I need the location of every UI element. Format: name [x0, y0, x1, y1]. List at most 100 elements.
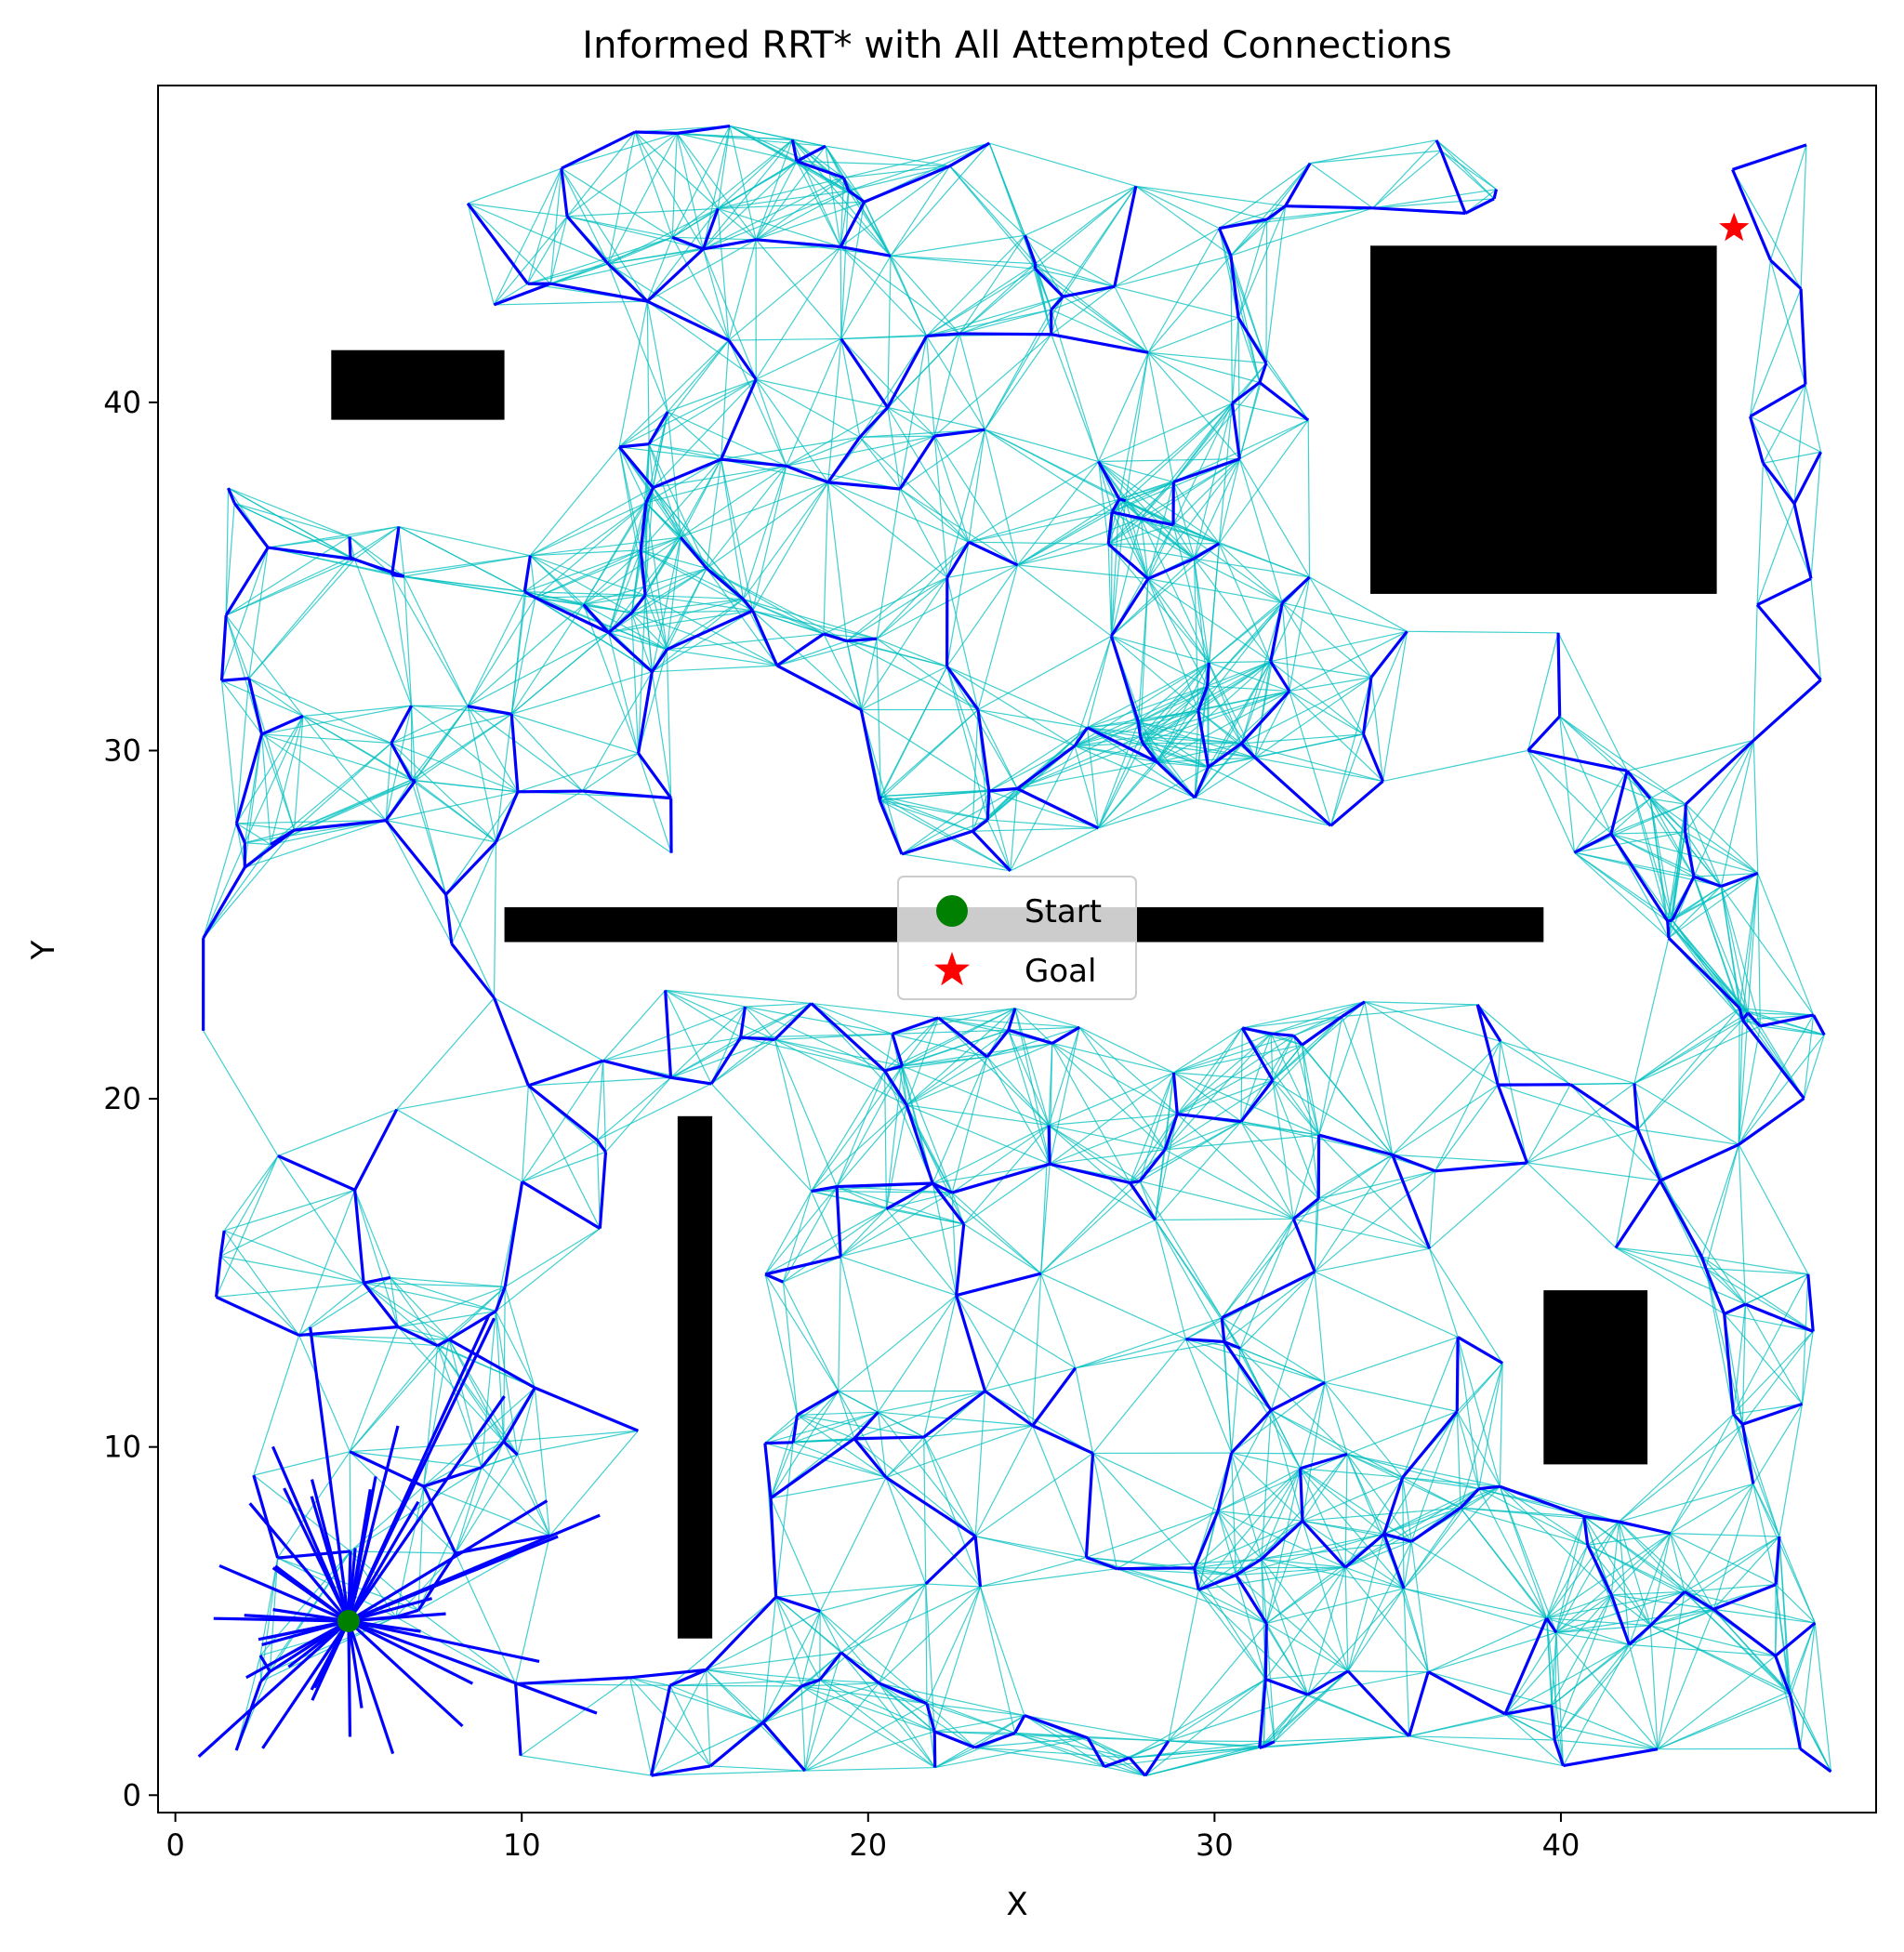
attempted-edge [1240, 1027, 1243, 1122]
attempted-edge [774, 1038, 903, 1067]
tree-edge [561, 130, 636, 170]
attempted-edge [755, 337, 842, 380]
attempted-edge [1615, 1246, 1702, 1258]
attempted-edge [1074, 636, 1112, 746]
tree-edge [933, 428, 985, 438]
attempted-edge [1657, 1695, 1792, 1750]
attempted-edge [706, 567, 825, 635]
attempted-edge [977, 708, 1088, 729]
attempted-edge [1177, 1044, 1302, 1115]
tree-edge [617, 445, 654, 489]
attempted-edge [721, 340, 730, 460]
tree-edge [353, 1190, 365, 1284]
attempted-edge [390, 706, 469, 745]
attempted-edge [349, 535, 405, 577]
attempted-edge [949, 165, 1025, 236]
attempted-edge [1238, 458, 1311, 578]
attempted-edge [665, 989, 741, 1038]
attempted-edge [782, 1191, 813, 1283]
attempted-edge [1364, 1001, 1478, 1006]
attempted-edge [820, 1583, 926, 1613]
tree-edge [259, 1670, 271, 1683]
attempted-edge [1610, 803, 1686, 835]
attempted-edge [1410, 1540, 1547, 1619]
attempted-edge [1289, 691, 1331, 826]
tree-edge [1720, 872, 1759, 889]
tree-edge [1545, 1617, 1558, 1634]
attempted-edge [1238, 458, 1283, 603]
attempted-edge [1628, 1533, 1672, 1645]
attempted-edge [986, 819, 1012, 872]
attempted-edge [946, 429, 985, 578]
attempted-edge [1292, 1134, 1320, 1220]
tree-edge [1185, 1338, 1224, 1344]
attempted-edge [1748, 1012, 1814, 1016]
attempted-edge [1048, 1125, 1157, 1220]
attempted-edge [1117, 1568, 1267, 1625]
attempted-edge [390, 574, 413, 706]
attempted-edge [1500, 1040, 1635, 1085]
attempted-edge [1107, 500, 1127, 545]
tree-edge [1109, 635, 1140, 723]
tree-edge [267, 1619, 350, 1640]
attempted-edge [879, 799, 1012, 872]
attempted-edge [1300, 1468, 1346, 1568]
attempted-edge [1554, 1594, 1612, 1741]
attempted-edge [985, 1390, 1093, 1454]
attempted-edge [1231, 1452, 1348, 1455]
attempted-edge [618, 446, 707, 569]
attempted-edge [878, 1411, 1033, 1427]
tree-edge [800, 1678, 821, 1688]
attempted-edge [1168, 1678, 1266, 1742]
attempted-edge [1208, 662, 1242, 745]
attempted-edge [1302, 1476, 1403, 1522]
attempted-edge [783, 1256, 841, 1283]
attempted-edge [1618, 1521, 1651, 1626]
attempted-edge [946, 564, 1019, 667]
attempted-edge [1185, 1317, 1223, 1340]
tree-edge [709, 1721, 764, 1768]
attempted-edge [549, 216, 568, 284]
tree-edge [411, 778, 416, 783]
tree-edge [1731, 168, 1772, 261]
attempted-edge [709, 1765, 805, 1772]
attempted-edge [1177, 1079, 1274, 1115]
tree-edge [796, 159, 845, 179]
tree-edge [1193, 542, 1221, 561]
attempted-edge [524, 591, 632, 614]
attempted-edge [1139, 1180, 1294, 1220]
attempted-edge [522, 1151, 606, 1182]
attempted-edge [1168, 1694, 1308, 1742]
tree-edge [1104, 1756, 1130, 1769]
attempted-edge [1107, 544, 1113, 637]
attempted-edge [496, 1228, 601, 1312]
tree-edge [630, 594, 647, 614]
attempted-edge [825, 146, 841, 247]
attempted-edge [1574, 851, 1722, 888]
attempted-edge [671, 125, 731, 238]
tree-edge [776, 664, 862, 711]
attempted-edge [1705, 1268, 1814, 1332]
attempted-edge [1274, 1694, 1309, 1742]
attempted-edge [1217, 1409, 1272, 1511]
attempted-edge [1218, 228, 1267, 363]
attempted-edge [1410, 1541, 1429, 1672]
attempted-edge [607, 207, 719, 265]
attempted-edge [1478, 1488, 1588, 1546]
attempted-edge [887, 256, 892, 408]
attempted-edge [1750, 415, 1821, 453]
attempted-edge [840, 255, 892, 339]
attempted-edge [1147, 578, 1210, 664]
attempted-edge [1555, 1625, 1651, 1633]
attempted-edge [1318, 1170, 1435, 1200]
attempted-edge [755, 378, 829, 483]
attempted-edge [1087, 662, 1210, 729]
attempted-edge [1314, 1271, 1459, 1339]
attempted-edge [1265, 1622, 1349, 1672]
tree-edge [1147, 557, 1196, 581]
attempted-edge [1460, 1363, 1503, 1509]
tree-edge [348, 1564, 484, 1623]
attempted-edge [764, 1411, 879, 1444]
attempted-edge [1364, 1001, 1394, 1155]
attempted-edge [302, 705, 412, 717]
